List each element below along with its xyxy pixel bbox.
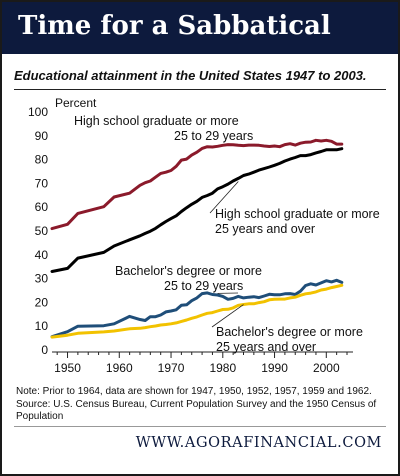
series-label-ba_25_29: Bachelor's degree or more (115, 264, 262, 278)
y-tick-label: 30 (35, 272, 49, 286)
x-tick-label: 1950 (54, 361, 81, 375)
series-label-hs_25_29: High school graduate or more (74, 114, 239, 128)
series-label-hs_25_over: High school graduate or more (215, 207, 380, 221)
chart-subtitle: Educational attainment in the United Sta… (14, 68, 367, 83)
label-leader-line (211, 304, 244, 328)
footer: WWW.AGORAFINANCIAL.COM (2, 420, 398, 474)
series-label-ba_25_over: Bachelor's degree or more (216, 325, 363, 339)
x-tick-label: 1960 (106, 361, 133, 375)
series-line-ba_25_29 (50, 278, 344, 339)
y-tick-label: 10 (35, 319, 49, 333)
series-label-ba_25_over: 25 years and over (216, 340, 316, 354)
series-label-hs_25_over: 25 years and over (215, 222, 315, 236)
x-tick-label: 1970 (158, 361, 185, 375)
x-axis: 1950 1960 1970 1980 1990 2000 (52, 351, 353, 375)
y-tick-label: 40 (35, 248, 49, 262)
source-note: Note: Prior to 1964, data are shown for … (16, 386, 377, 422)
series-line-ba_25_over (50, 283, 344, 339)
label-leader-line (209, 181, 239, 214)
y-tick-label: 0 (41, 343, 48, 357)
series-label-hs_25_29: 25 to 29 years (174, 129, 253, 143)
page-title: Time for a Sabbatical (18, 11, 331, 41)
website-link[interactable]: WWW.AGORAFINANCIAL.COM (135, 435, 382, 451)
y-tick-label: 50 (35, 224, 49, 238)
y-tick-label: 60 (35, 200, 49, 214)
y-tick-label: 70 (35, 176, 49, 190)
footer-divider (14, 426, 386, 427)
y-axis: 0 10 20 30 40 50 60 70 80 90 100 (28, 105, 48, 357)
x-tick-label: 2000 (313, 361, 340, 375)
subtitle-divider (14, 89, 386, 90)
series-lines (50, 138, 344, 339)
title-banner: Time for a Sabbatical (2, 2, 398, 54)
series-label-ba_25_29: 25 to 29 years (164, 279, 243, 293)
y-tick-label: 80 (35, 153, 49, 167)
series-line-hs_25_29 (50, 138, 344, 231)
x-tick-label: 1990 (261, 361, 288, 375)
y-axis-label: Percent (55, 96, 97, 110)
y-tick-label: 90 (35, 129, 49, 143)
series-line-hs_25_over (50, 147, 344, 273)
y-tick-label: 20 (35, 295, 49, 309)
x-tick-label: 1980 (209, 361, 236, 375)
y-tick-label: 100 (28, 105, 48, 119)
